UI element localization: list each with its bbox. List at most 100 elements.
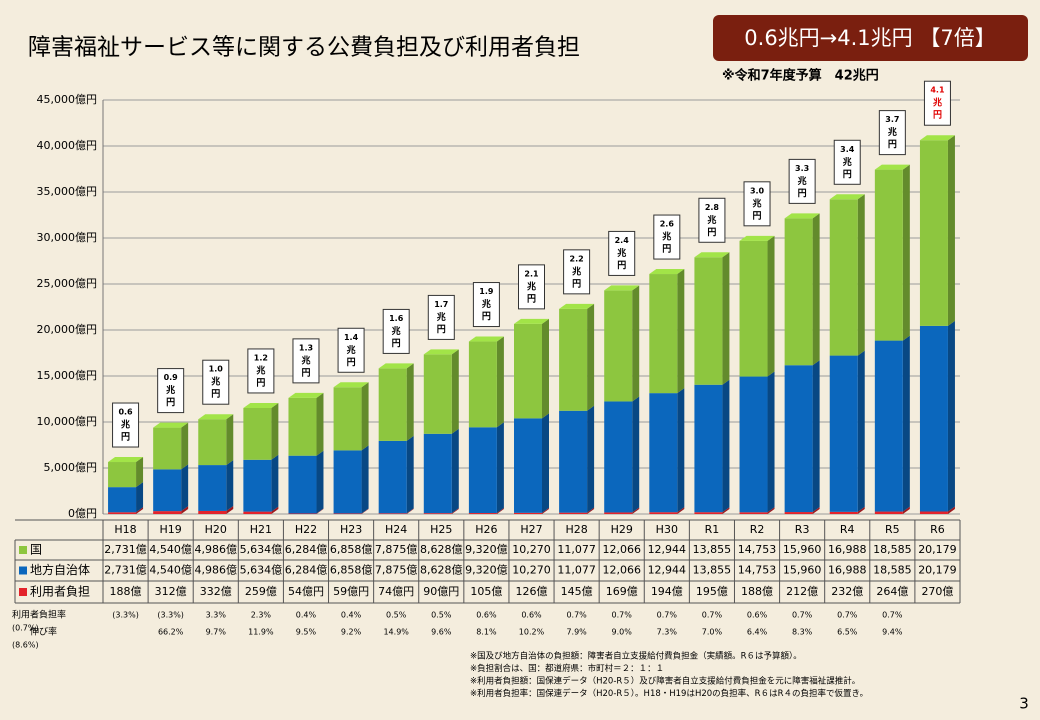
table-value: 14,753	[738, 564, 777, 577]
total-callout-label: 1.9	[479, 287, 494, 296]
rate-value: 0.4%	[341, 611, 362, 620]
rate-value: 9.2%	[341, 628, 362, 637]
bar-top	[514, 318, 549, 324]
rate-value: 0.4%	[296, 611, 317, 620]
bar-side	[226, 460, 234, 511]
y-tick-label: 10,000億円	[37, 415, 98, 428]
bar	[829, 199, 858, 356]
bar-side	[857, 350, 865, 512]
bar-side	[632, 285, 640, 402]
bar	[919, 511, 948, 514]
total-callout-label: 2.4	[615, 236, 630, 245]
table-value: 8,628億	[420, 543, 463, 556]
bar-side	[812, 213, 820, 366]
rate-value: 0.7%	[837, 611, 858, 620]
footnote: ※利用者負担額：国保連データ（H20-R５）及び障害者自立支援給付費負担金を元に…	[470, 676, 860, 687]
bar	[739, 376, 768, 513]
bar	[468, 427, 497, 514]
total-callout-label: 1.4	[344, 333, 359, 342]
table-value: 13,855	[693, 543, 732, 556]
x-tick-label: H20	[205, 523, 227, 536]
bar	[784, 365, 813, 513]
bar-top	[919, 135, 955, 141]
table-value: 2,731億	[104, 543, 147, 556]
bar-side	[406, 363, 414, 441]
table-value: 5,634億	[240, 543, 283, 556]
bar-side	[451, 428, 459, 514]
total-callout-unit: 円	[301, 367, 310, 378]
total-callout-box	[653, 214, 681, 260]
y-tick-label: 35,000億円	[37, 185, 98, 198]
total-callout-unit: 円	[527, 293, 536, 304]
table-value: 4,540億	[149, 564, 192, 577]
table-value: 12,944	[648, 564, 687, 577]
total-callout-unit: 兆	[392, 325, 401, 337]
x-tick-label: H24	[385, 523, 407, 536]
bar-side	[181, 506, 189, 514]
rate-value: 11.9%	[248, 628, 274, 637]
rate-value: 6.5%	[837, 628, 858, 637]
total-callout-label: 4.1	[930, 86, 945, 95]
table-value: 188億	[110, 585, 142, 598]
bar-side	[722, 252, 730, 385]
rate-value: 0.6%	[521, 611, 542, 620]
total-callout-label: 1.0	[209, 365, 224, 374]
table-value: 15,960	[783, 543, 822, 556]
table-value: 4,986億	[195, 564, 238, 577]
bar-side	[542, 507, 549, 514]
x-tick-label: H23	[340, 523, 362, 536]
bar	[559, 410, 588, 513]
y-tick-label: 0億円	[68, 507, 97, 520]
total-callout-unit: 円	[211, 389, 220, 400]
rate-value: 9.5%	[296, 628, 317, 637]
total-callout-label: 2.1	[524, 269, 539, 278]
table-value: 332億	[200, 585, 232, 598]
bar-side	[857, 506, 865, 514]
rate-value: 14.9%	[383, 628, 409, 637]
bar	[604, 512, 633, 514]
bar	[333, 513, 362, 514]
bar-side	[542, 318, 549, 419]
total-callout-unit: 兆	[347, 344, 356, 356]
bar	[108, 487, 137, 513]
total-callout-unit: 円	[888, 139, 897, 150]
bar-side	[722, 507, 730, 514]
rate-value: 7.3%	[657, 628, 678, 637]
bar-side	[677, 507, 685, 514]
bar	[108, 512, 137, 514]
total-callout-unit: 兆	[888, 126, 897, 138]
table-value: 312億	[155, 585, 187, 598]
table-value: 9,320億	[465, 564, 508, 577]
total-callout-label: 1.7	[434, 300, 448, 309]
total-callout-box	[743, 181, 771, 227]
table-value: 6,858億	[330, 564, 373, 577]
bar	[649, 393, 678, 513]
bar-side	[677, 269, 685, 394]
total-callout-label: 3.0	[750, 186, 765, 195]
rate-row-last: (8.6%)	[12, 641, 39, 650]
total-callout-unit: 円	[166, 397, 175, 408]
y-tick-label: 40,000億円	[37, 139, 98, 152]
x-tick-label: H28	[565, 523, 587, 536]
total-callout-unit: 円	[798, 188, 807, 199]
bar	[243, 511, 272, 514]
total-callout-unit: 兆	[843, 156, 852, 168]
rate-value: 0.7%	[792, 611, 813, 620]
bar-top	[423, 349, 459, 355]
total-callout-label: 2.8	[705, 203, 720, 212]
bar-top	[333, 382, 369, 388]
bar-side	[496, 508, 504, 514]
bar-side	[361, 382, 369, 451]
table-value: 126億	[516, 585, 548, 598]
bar	[919, 140, 948, 326]
bar-side	[451, 349, 459, 434]
total-callout-box	[202, 359, 230, 405]
total-callout-unit: 円	[753, 210, 762, 221]
badge-box	[713, 15, 1028, 61]
total-callout-label: 0.6	[118, 408, 133, 417]
total-callout-box	[337, 327, 365, 373]
total-callout-label: 0.9	[164, 373, 179, 382]
x-tick-label: H29	[611, 523, 633, 536]
bar-side	[722, 379, 730, 513]
